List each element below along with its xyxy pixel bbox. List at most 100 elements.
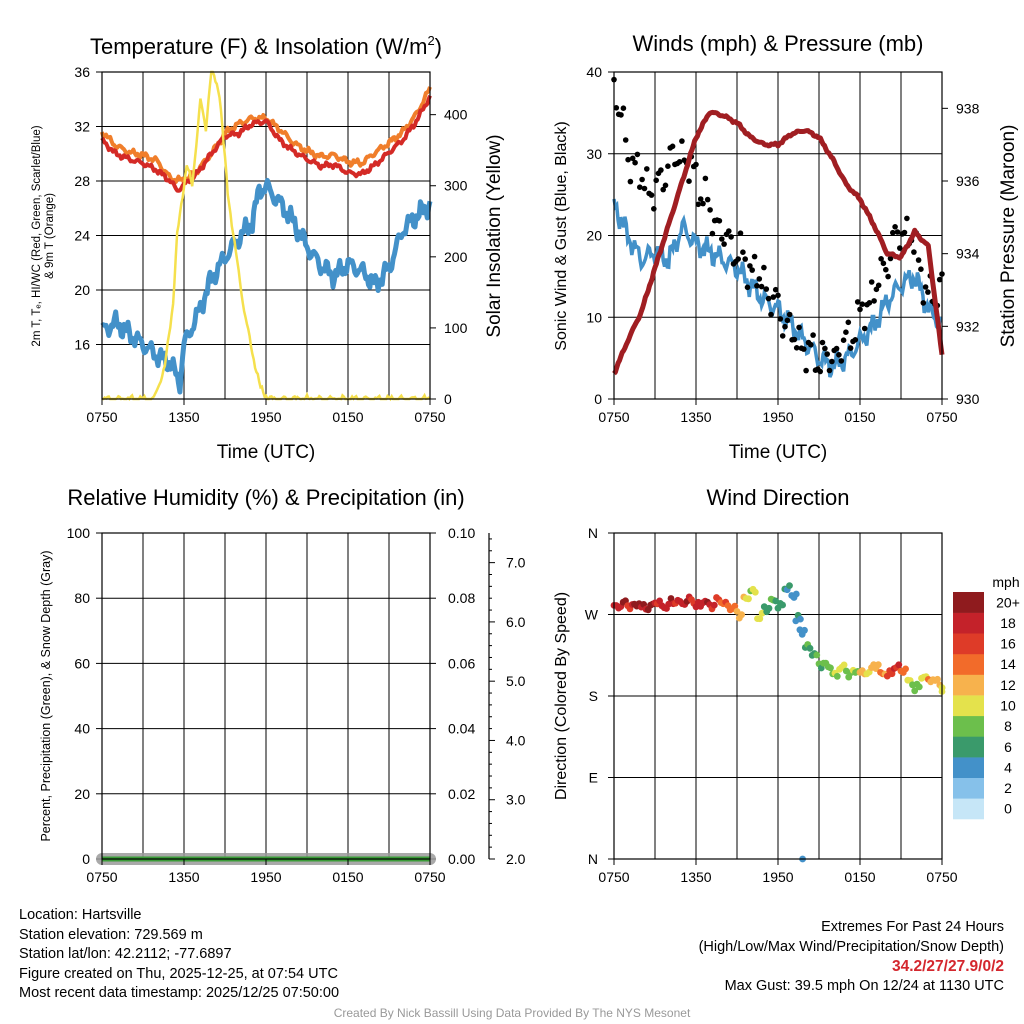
humidity-x-tick-label: 1350 [168,869,199,885]
gust-point [634,151,641,158]
wind-direction-point [786,582,793,589]
temperature-x-label: Time (UTC) [217,442,316,463]
wind-direction-y-tick-label: N [588,525,598,541]
temperature-y-tick-label: 32 [74,119,90,135]
extremes-subheading: (High/Low/Max Wind/Precipitation/Snow De… [698,938,1004,955]
snow-depth-tick-label: 6.0 [506,614,526,630]
gust-point [810,332,816,338]
gust-point [747,263,753,269]
temperature-right-tick-label: 400 [444,107,468,123]
gust-point [772,286,779,293]
gust-point [618,112,624,118]
gust-point [852,337,859,343]
gust-point [866,300,873,306]
wind-direction-point [833,672,841,680]
gust-point [629,155,636,162]
gust-point [768,311,774,318]
colorbar-swatch [953,695,984,717]
precip-axis-tick-label: 0.06 [448,655,475,671]
gust-point [782,323,788,330]
gust-point [791,336,798,343]
winds-panel: Winds (mph) & Pressure (mb) Time (UTC) S… [553,31,1019,463]
colorbar-label: 14 [1000,656,1016,672]
winds-x-tick-label: 1950 [762,409,793,425]
wind-direction-point [827,664,834,672]
wind-direction-point [745,595,752,603]
temperature-y-label-left: 2m T, Tₑ, HI/WC (Red, Green, Scarlet/Blu… [31,125,43,346]
station-info: Location: Hartsville Station elevation: … [19,906,339,1004]
colorbar-label: 4 [1004,759,1012,775]
winds-y-tick-label: 0 [594,391,602,407]
gust-point [883,266,889,273]
gust-point [765,295,772,302]
gust-point [648,192,655,198]
gust-point [803,367,809,374]
latlon-text: Station lat/lon: 42.2112; -77.6897 [19,946,232,962]
temperature-x-tick-label: 1950 [250,409,281,425]
credit-text: Created By Nick Bassill Using Data Provi… [333,1006,691,1020]
temperature-y-tick-label: 36 [74,64,90,80]
gust-point [925,289,931,295]
winds-y-label-left: Sonic Wind & Gust (Blue, Black) [553,121,570,350]
wind-direction-point [902,665,909,673]
gust-point [793,345,800,351]
humidity-y-tick-label: 40 [74,721,90,737]
gust-point [660,186,666,193]
gust-point [625,156,631,163]
gust-point [887,255,894,262]
gust-point [786,311,793,318]
wind-direction-x-tick-label: 1950 [762,869,793,885]
humidity-y-tick-label: 0 [82,851,90,867]
gust-point [829,358,835,365]
colorbar-swatch [953,653,984,675]
humidity-x-tick-label: 0750 [86,869,117,885]
colorbar-label: 12 [1000,677,1016,693]
gust-point [894,229,901,235]
wind-direction-x-tick-label: 0150 [844,869,875,885]
winds-x-tick-label: 0150 [844,409,875,425]
gust-point [859,301,866,308]
gust-point [784,317,791,324]
winds-right-tick-label: 938 [956,100,980,116]
wind-direction-y-label: Direction (Colored By Speed) [553,592,570,800]
wind-direction-point [756,615,764,623]
location-text: Location: Hartsville [19,907,142,923]
colorbar-title: mph [992,574,1019,590]
solar-insolation-line [102,70,431,402]
snow-depth-tick-label: 4.0 [506,732,526,748]
gust-point [704,196,711,203]
colorbar-swatch [953,757,984,778]
gust-point [644,166,650,172]
gust-point [779,333,786,339]
temperature-panel: Temperature (F) & Insolation (W/m2) Time… [31,33,505,463]
colorbar-swatch [953,715,984,737]
temperature-x-tick-label: 0750 [414,409,445,425]
gust-point [775,292,781,299]
gust-point [740,249,746,255]
colorbar-swatch [953,612,984,634]
gust-point [700,200,706,207]
gust-point [819,339,826,346]
gust-point [847,345,854,351]
humidity-y-label-left: Percent, Precipitation (Green), & Snow D… [39,550,53,841]
gust-point [744,284,751,291]
wind-direction-y-tick-label: W [585,607,599,623]
gust-point [878,255,884,262]
gust-point [735,256,741,262]
gust-point [843,329,849,336]
gust-point [622,137,629,143]
gust-point [880,260,887,267]
wind-direction-point [888,670,896,678]
colorbar-swatch [953,674,984,696]
gust-point [693,161,699,168]
gust-point [763,286,770,292]
snow-depth-tick-label: 5.0 [506,673,526,689]
gust-point [890,229,896,236]
precip-axis-tick-label: 0.04 [448,721,475,737]
temperature-x-tick-label: 0750 [86,409,117,425]
gust-point [892,224,898,230]
gust-point [796,324,802,331]
gust-point [875,282,882,289]
winds-y-tick-label: 20 [586,228,602,244]
